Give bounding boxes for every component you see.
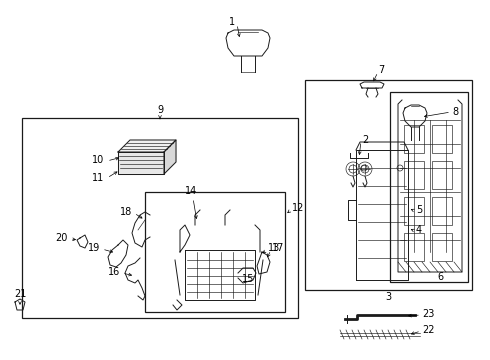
Text: 5: 5 [416, 205, 422, 215]
Text: 12: 12 [292, 203, 304, 213]
Text: 18: 18 [120, 207, 132, 217]
Bar [145, 192, 285, 312]
Text: 8: 8 [452, 107, 458, 117]
Bar [22, 118, 298, 318]
Text: 2: 2 [362, 135, 368, 145]
Bar [432, 125, 452, 153]
Bar [404, 197, 424, 225]
Text: 20: 20 [56, 233, 68, 243]
Bar [404, 233, 424, 261]
Bar [390, 92, 468, 282]
Bar [432, 233, 452, 261]
Bar [404, 125, 424, 153]
Text: 21: 21 [14, 289, 26, 299]
Bar [432, 197, 452, 225]
Text: 4: 4 [416, 225, 422, 235]
Text: 22: 22 [422, 325, 435, 335]
Text: 11: 11 [92, 173, 104, 183]
Text: 9: 9 [157, 105, 163, 115]
Text: 1: 1 [229, 17, 235, 27]
Polygon shape [164, 140, 176, 174]
Text: 16: 16 [108, 267, 120, 277]
Bar [432, 161, 452, 189]
Text: 3: 3 [385, 292, 391, 302]
Polygon shape [118, 152, 164, 174]
Bar [404, 161, 424, 189]
Text: 13: 13 [268, 243, 280, 253]
Text: 17: 17 [272, 243, 284, 253]
Polygon shape [118, 140, 176, 152]
Text: 19: 19 [88, 243, 100, 253]
Text: 10: 10 [92, 155, 104, 165]
Text: 6: 6 [437, 272, 443, 282]
Text: 15: 15 [242, 274, 254, 284]
Text: 14: 14 [185, 186, 197, 196]
Text: 23: 23 [422, 309, 434, 319]
Bar [305, 80, 472, 290]
Text: 7: 7 [378, 65, 384, 75]
